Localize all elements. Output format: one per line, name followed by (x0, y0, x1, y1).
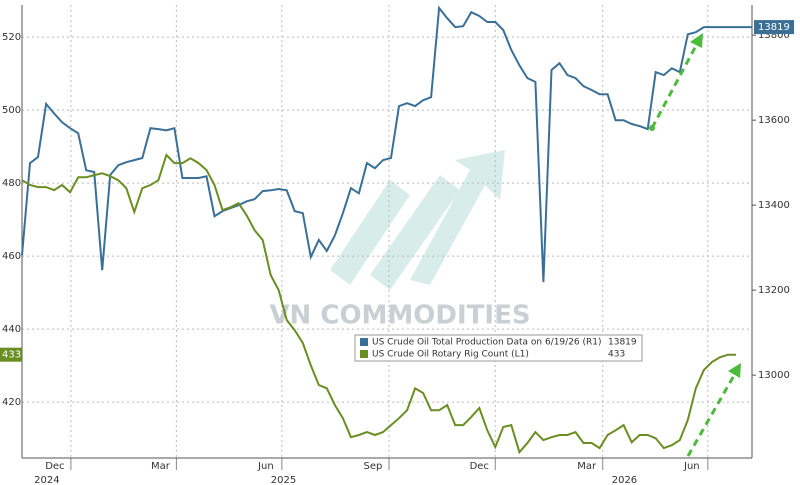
axis-value-label: 13819 (758, 22, 790, 33)
x-tick-label: Dec (470, 461, 489, 472)
annotation-arrow (650, 41, 700, 129)
axis-value-flag (0, 347, 22, 362)
legend-swatch (360, 338, 368, 346)
watermark: VN COMMODITIES (269, 301, 530, 331)
annotation-arrow (686, 371, 738, 457)
legend-box (354, 334, 643, 362)
annotation-arrowhead (690, 33, 703, 48)
axis-value-label: 433 (2, 350, 21, 361)
series-line (21, 153, 736, 455)
y2-tick-label: 13800 (758, 30, 790, 41)
y-tick-label: 420 (2, 397, 21, 408)
y2-tick-label: 13200 (758, 285, 790, 296)
y2-tick-label: 13400 (758, 200, 790, 211)
y-tick-label: 460 (2, 251, 21, 262)
x-tick-label: Jun (683, 461, 700, 472)
legend-value: 13819 (608, 338, 637, 348)
y2-tick-label: 13600 (758, 115, 790, 126)
legend: US Crude Oil Total Production Data on 6/… (354, 334, 643, 362)
y-tick-label: 480 (2, 178, 21, 189)
x-tick-label: Dec (45, 461, 64, 472)
legend-value: 433 (608, 350, 625, 360)
legend-swatch (360, 350, 368, 358)
x-year-label: 2025 (271, 475, 296, 485)
legend-label: US Crude Oil Rotary Rig Count (L1) (372, 350, 529, 360)
x-tick-label: Sep (364, 461, 383, 472)
x-tick-label: Mar (151, 461, 171, 472)
x-year-label: 2024 (34, 475, 59, 485)
x-tick-label: Mar (577, 461, 597, 472)
y-tick-label: 500 (2, 105, 21, 116)
annotation-dot (649, 125, 655, 131)
watermark-logo (330, 150, 505, 290)
series-line (21, 5, 752, 283)
axis-value-flag (754, 20, 794, 35)
y2-tick-label: 13000 (758, 370, 790, 381)
annotation-arrowhead (728, 363, 741, 378)
x-year-label: 2026 (612, 475, 637, 485)
y-tick-label: 440 (2, 324, 21, 335)
x-tick-label: Jun (257, 461, 274, 472)
legend-label: US Crude Oil Total Production Data on 6/… (372, 338, 602, 348)
y-tick-label: 520 (2, 32, 21, 43)
